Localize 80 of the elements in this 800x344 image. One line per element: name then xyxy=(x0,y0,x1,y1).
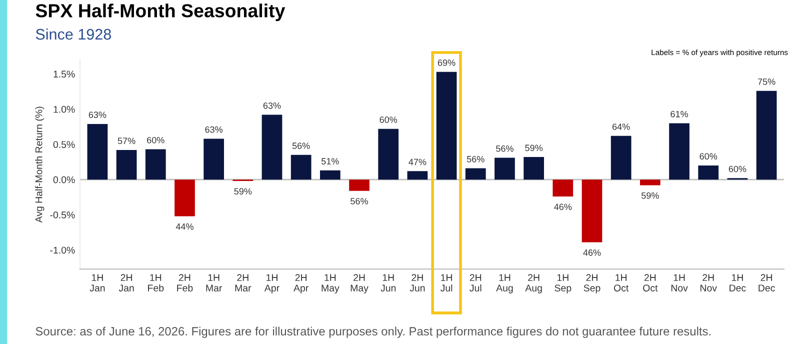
x-tick-label: 1H Feb xyxy=(148,274,164,292)
bar xyxy=(320,170,340,180)
annotation: 56% xyxy=(466,156,484,162)
annotation: 59% xyxy=(642,192,659,199)
annotation: 47% xyxy=(408,158,426,166)
annotation: 75% xyxy=(758,78,776,85)
annotation: 60% xyxy=(728,166,746,172)
x-tick-label: 2H Oct xyxy=(643,274,658,292)
y-tick-label: 0.5% xyxy=(53,141,75,148)
source-note: Source: as of June 16, 2026. Figures are for illustrative purposes only. Past performance figures do not guarantee future results. xyxy=(36,326,710,338)
x-tick-label: 2H Jan xyxy=(118,274,134,292)
bar xyxy=(582,180,602,242)
y-tick-label: 1.0% xyxy=(54,106,75,113)
annotation: 63% xyxy=(205,126,223,133)
x-tick-label: 1H Jun xyxy=(380,274,396,292)
annotation: 63% xyxy=(88,112,106,118)
x-tick-label: 1H Nov xyxy=(671,274,688,292)
annotation: 60% xyxy=(147,136,164,144)
bar xyxy=(698,165,719,180)
annotation: 59% xyxy=(525,144,543,152)
x-tick-label: 1H Mar xyxy=(206,274,222,292)
y-tick-label: -1.0% xyxy=(50,246,75,254)
annotation: 46% xyxy=(583,249,601,256)
annotation: 57% xyxy=(118,138,136,144)
annotation: 59% xyxy=(234,188,252,195)
annotation: 51% xyxy=(322,158,339,164)
x-tick-label: 1H Jan xyxy=(90,274,105,292)
x-tick-label: 2H Mar xyxy=(235,274,252,292)
bar xyxy=(378,128,399,180)
x-tick-label: 2H Aug xyxy=(525,274,542,294)
annotation: 69% xyxy=(438,59,456,66)
x-tick-label: 2H Nov xyxy=(700,274,717,292)
bar xyxy=(756,90,777,180)
bar xyxy=(436,72,457,180)
bar xyxy=(204,138,224,180)
annotation: 60% xyxy=(700,153,718,160)
annotation: 61% xyxy=(670,110,688,118)
annotation: 44% xyxy=(176,223,194,230)
bar xyxy=(116,150,137,180)
x-tick-label: 2H Feb xyxy=(177,274,193,292)
x-tick-label: 2H Dec xyxy=(758,274,775,292)
bar xyxy=(145,149,166,180)
bar xyxy=(552,180,574,196)
y-tick-label: 1.5% xyxy=(54,70,75,78)
annotation: 56% xyxy=(350,198,368,204)
x-tick-label: 2H Apr xyxy=(294,274,308,294)
x-tick-label: 2H Jun xyxy=(410,274,425,292)
bar xyxy=(407,171,428,180)
x-tick-label: 1H Aug xyxy=(496,274,513,294)
bar xyxy=(87,124,108,180)
bar xyxy=(610,136,632,180)
annotation: 56% xyxy=(496,145,514,152)
y-tick-label: 0.0% xyxy=(53,176,75,184)
x-tick-label: 1H May xyxy=(322,274,340,294)
bar xyxy=(494,158,515,180)
bar xyxy=(262,114,282,180)
x-tick-label: 1H Apr xyxy=(264,274,280,294)
bar xyxy=(349,180,370,191)
annotation: 64% xyxy=(612,124,630,130)
annotation: 63% xyxy=(263,102,281,109)
x-tick-label: 2H Sep xyxy=(584,274,600,294)
y-tick-label: -0.5% xyxy=(50,212,75,218)
bar xyxy=(640,180,660,186)
bar xyxy=(290,154,312,180)
x-tick-label: 1H Sep xyxy=(554,274,572,294)
bar xyxy=(524,157,544,180)
annotation: 46% xyxy=(554,204,572,210)
x-tick-label: 1H Dec xyxy=(730,274,746,292)
x-tick-label: 2H May xyxy=(350,274,368,294)
x-tick-label: 2H Jul xyxy=(470,274,482,292)
x-tick-label: 1H Oct xyxy=(614,274,629,292)
annotation: 60% xyxy=(380,116,398,123)
chart-title: SPX Half-Month Seasonality xyxy=(36,4,286,22)
x-tick-label: 1H Jul xyxy=(440,274,452,292)
annotation: 56% xyxy=(292,142,310,149)
y-axis-title: Avg Half-Month Return (%) xyxy=(35,106,44,223)
bar xyxy=(174,180,195,216)
bar xyxy=(669,123,690,180)
chart-subtitle: Since 1928 xyxy=(36,28,111,40)
bar xyxy=(465,168,486,180)
